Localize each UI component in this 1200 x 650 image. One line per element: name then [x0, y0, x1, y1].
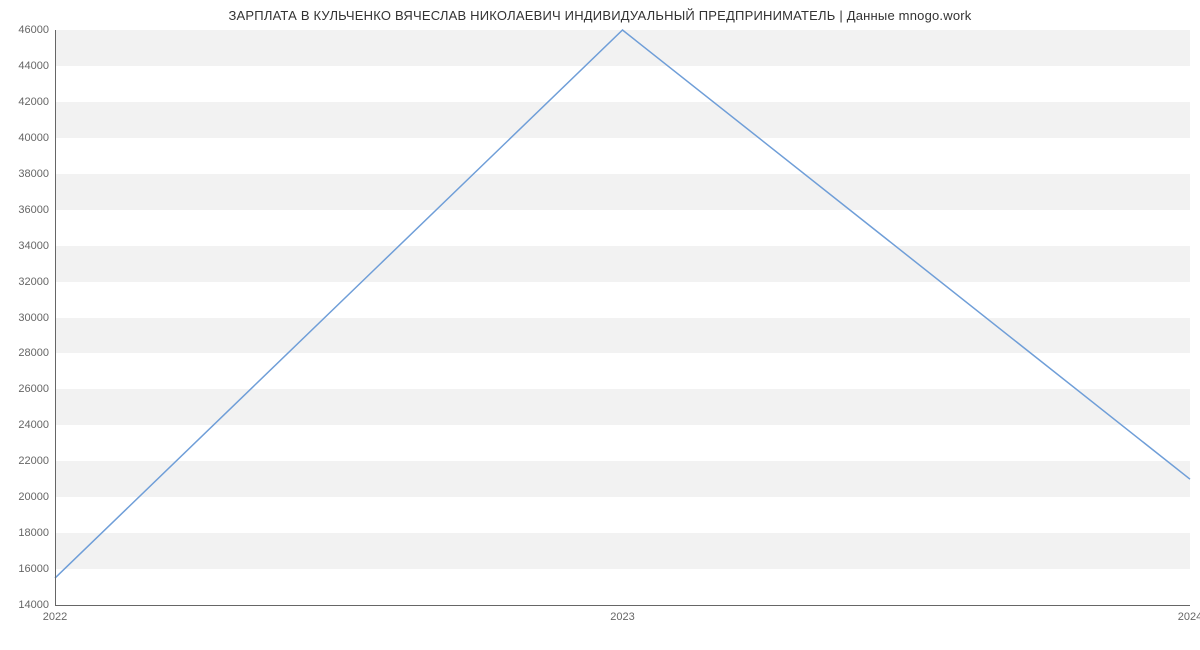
x-axis-line: [55, 605, 1190, 606]
plot-area: 1400016000180002000022000240002600028000…: [55, 30, 1190, 605]
y-tick-label: 32000: [18, 276, 49, 288]
x-tick-label: 2023: [610, 611, 634, 623]
y-tick-label: 20000: [18, 491, 49, 503]
y-tick-label: 46000: [18, 24, 49, 36]
y-tick-label: 40000: [18, 132, 49, 144]
x-tick-label: 2022: [43, 611, 67, 623]
y-tick-label: 14000: [18, 599, 49, 611]
y-tick-label: 22000: [18, 455, 49, 467]
y-axis-line: [55, 30, 56, 605]
y-tick-label: 34000: [18, 240, 49, 252]
chart-title: ЗАРПЛАТА В КУЛЬЧЕНКО ВЯЧЕСЛАВ НИКОЛАЕВИЧ…: [0, 8, 1200, 23]
y-tick-label: 30000: [18, 312, 49, 324]
series-line: [55, 30, 1190, 578]
line-series: [55, 30, 1190, 605]
y-tick-label: 18000: [18, 527, 49, 539]
y-tick-label: 28000: [18, 347, 49, 359]
y-tick-label: 16000: [18, 563, 49, 575]
x-tick-label: 2024: [1178, 611, 1200, 623]
y-tick-label: 42000: [18, 96, 49, 108]
y-tick-label: 38000: [18, 168, 49, 180]
y-tick-label: 24000: [18, 419, 49, 431]
y-tick-label: 26000: [18, 383, 49, 395]
y-tick-label: 44000: [18, 60, 49, 72]
y-tick-label: 36000: [18, 204, 49, 216]
salary-line-chart: ЗАРПЛАТА В КУЛЬЧЕНКО ВЯЧЕСЛАВ НИКОЛАЕВИЧ…: [0, 0, 1200, 650]
